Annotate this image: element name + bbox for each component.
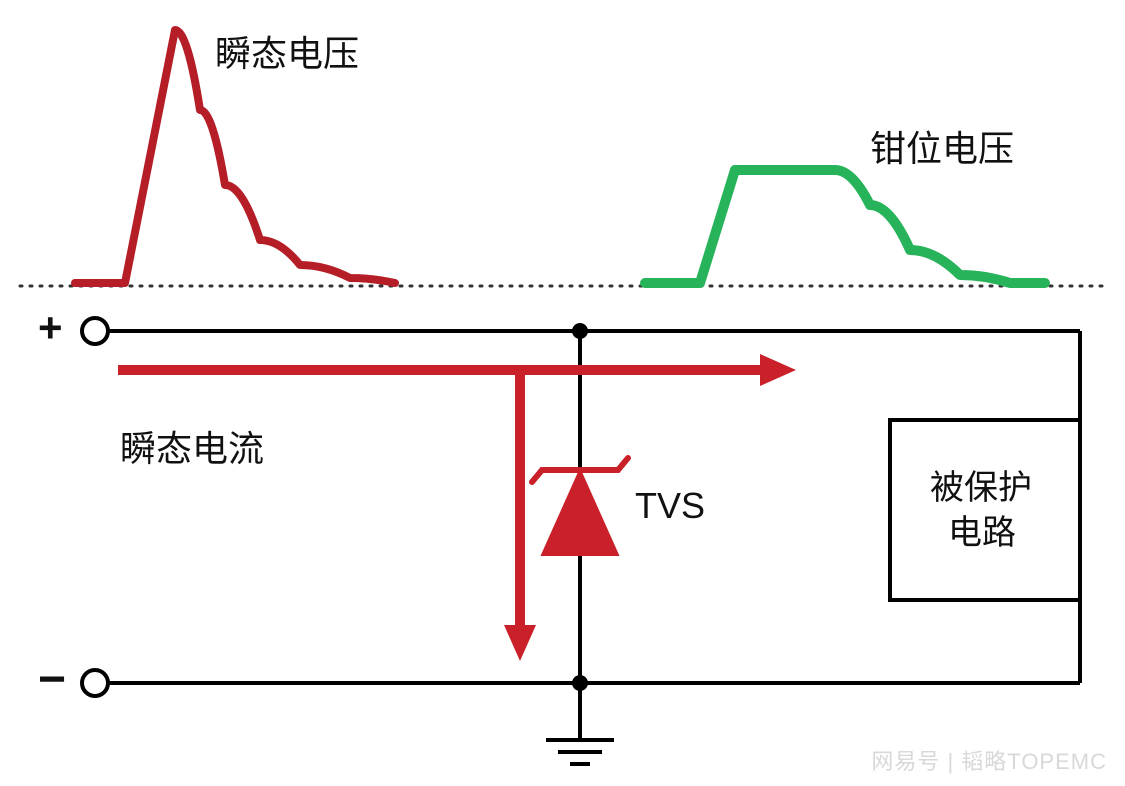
plus-terminal-circle <box>82 318 108 344</box>
clamp-voltage-label: 钳位电压 <box>870 120 1014 172</box>
tvs-label: TVS <box>635 485 705 527</box>
current-arrowhead-right <box>760 354 796 386</box>
minus-terminal-label: − <box>38 652 66 707</box>
tvs-diode-triangle <box>542 470 618 555</box>
watermark-text: 网易号 | 韬略TOPEMC <box>871 744 1107 776</box>
plus-terminal-label: + <box>38 304 63 352</box>
minus-terminal-circle <box>82 670 108 696</box>
junction-top <box>572 323 588 339</box>
current-arrowhead-down <box>504 625 536 661</box>
clamp-voltage-curve <box>645 170 1045 283</box>
transient-voltage-label: 瞬态电压 <box>215 25 359 77</box>
protected-circuit-label-line1: 被保护 <box>930 460 1032 509</box>
transient-current-label: 瞬态电流 <box>120 420 264 472</box>
protected-circuit-label-line2: 电路 <box>948 505 1016 554</box>
